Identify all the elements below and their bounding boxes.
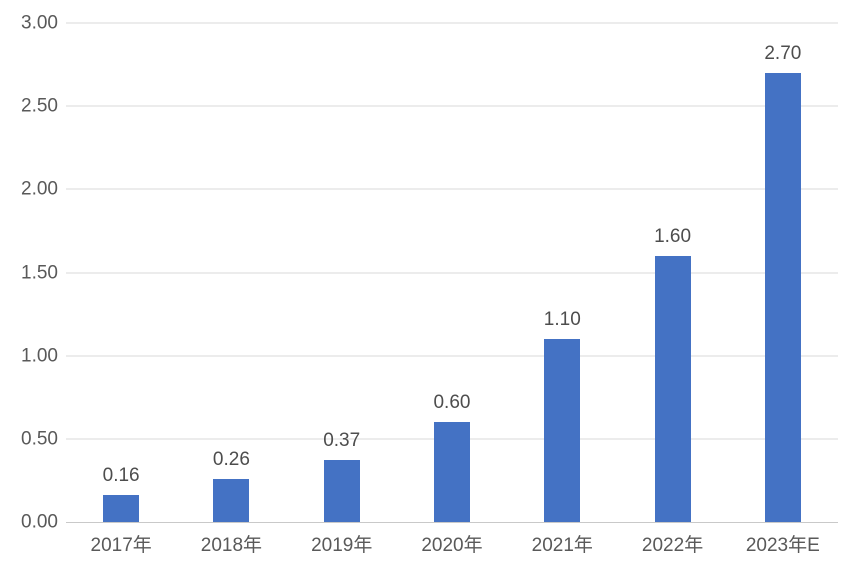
y-tick-label: 1.00 [21, 345, 58, 367]
gridline [66, 22, 838, 24]
bar-column: 1.60 2022年 [617, 23, 727, 555]
gridline [66, 355, 838, 357]
bar [103, 495, 140, 522]
bar-value-label: 0.37 [323, 430, 361, 452]
x-tick-label: 2020年 [421, 535, 483, 556]
bar-value-label: 0.16 [102, 465, 140, 487]
y-tick-label: 0.00 [21, 511, 58, 533]
bar-value-label: 0.26 [212, 448, 250, 470]
y-tick-label: 1.50 [21, 262, 58, 283]
bar [213, 478, 250, 522]
y-tick-label: 2.50 [21, 95, 58, 117]
bar-value-label: 0.60 [433, 392, 471, 414]
bar [323, 460, 360, 522]
x-tick-label: 2017年 [90, 535, 152, 556]
x-tick-label: 2018年 [200, 535, 263, 556]
gridline [66, 272, 838, 273]
bar [433, 422, 470, 522]
bar-column: 2.70 2023年E [728, 23, 838, 555]
y-tick-label: 2.00 [21, 178, 58, 200]
gridline [66, 105, 838, 107]
gridline [66, 188, 838, 190]
bar-value-label: 2.70 [764, 42, 802, 64]
y-tick-label: 3.00 [21, 12, 58, 34]
x-tick-label: 2022年 [641, 535, 704, 556]
bar-column: 0.60 2020年 [397, 23, 507, 556]
bar-column: 1.10 2021年 [507, 23, 617, 556]
y-tick-label: 0.50 [21, 428, 58, 450]
bar-value-label: 1.60 [654, 225, 692, 247]
x-tick-label: 2019年 [311, 535, 373, 556]
x-tick-label: 2023年E [745, 535, 820, 556]
y-axis: 0.00 0.50 1.00 1.50 2.00 2.50 3.00 [0, 14, 58, 532]
bar-column: 0.26 2018年 [176, 23, 286, 555]
bar-column: 0.37 2019年 [287, 23, 397, 556]
bar-column: 0.16 2017年 [66, 23, 176, 556]
bar [544, 339, 581, 522]
bar [654, 255, 691, 522]
x-tick-label: 2021年 [531, 535, 593, 556]
bar-value-label: 1.10 [543, 309, 581, 331]
plot-area: 0.16 2017年 0.26 2018年 0.37 2019年 0.60 2020年 1.10… [66, 22, 838, 556]
bar [764, 72, 801, 522]
